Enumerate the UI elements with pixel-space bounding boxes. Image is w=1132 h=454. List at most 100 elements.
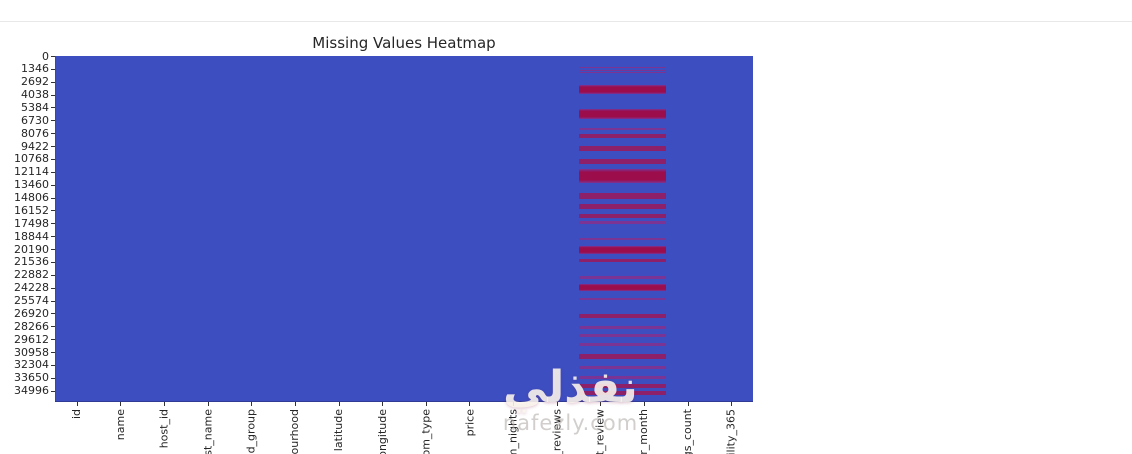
y-tick-mark	[51, 364, 55, 366]
y-tick-mark	[51, 236, 55, 238]
x-axis-column-label-text: minimum_nights	[507, 409, 520, 454]
missing-value-stripe	[578, 326, 666, 329]
missing-value-stripe	[578, 376, 666, 379]
y-axis-tick-label: 20190	[14, 242, 49, 256]
y-tick-mark	[51, 300, 55, 302]
x-tick-mark	[120, 402, 122, 406]
x-tick-mark	[382, 402, 384, 406]
x-tick-mark	[556, 402, 558, 406]
x-tick-mark	[643, 402, 645, 406]
y-axis-tick-label: 9422	[21, 139, 49, 153]
y-axis-tick-label: 4038	[21, 88, 49, 102]
x-axis-column-label-text: number_of_reviews	[550, 409, 563, 454]
y-tick-mark	[51, 146, 55, 148]
chart-title: Missing Values Heatmap	[312, 34, 496, 52]
y-tick-mark	[51, 81, 55, 83]
x-tick-mark	[207, 402, 209, 406]
y-tick-mark	[51, 223, 55, 225]
missing-value-stripe	[578, 127, 666, 130]
x-tick-mark	[600, 402, 602, 406]
missing-value-stripe	[578, 221, 666, 224]
x-tick-mark	[338, 402, 340, 406]
y-axis-tick-label: 13460	[14, 178, 49, 192]
x-axis-column-label-text: neighbourhood_group	[245, 409, 258, 454]
x-tick-mark	[469, 402, 471, 406]
x-tick-mark	[164, 402, 166, 406]
missing-value-stripe	[578, 214, 666, 218]
x-axis-column-label-text: longitude	[375, 409, 389, 454]
missing-value-stripe	[578, 204, 666, 209]
missing-value-stripe	[578, 85, 666, 94]
y-axis-tick-label: 2692	[21, 75, 49, 89]
x-axis-column-label-text: neighbourhood	[288, 409, 302, 454]
x-axis-column-label-text: reviews_per_month	[637, 409, 650, 454]
y-axis-tick-label: 18844	[14, 229, 49, 243]
x-axis-column-label-text: price	[462, 409, 476, 437]
missing-value-stripe	[578, 238, 666, 240]
y-axis-tick-label: 0	[42, 49, 49, 63]
missing-value-stripe	[578, 109, 666, 119]
y-axis-tick-label: 32304	[14, 358, 49, 372]
y-tick-mark	[51, 94, 55, 96]
missing-value-stripe	[578, 334, 666, 337]
y-tick-mark	[51, 274, 55, 276]
missing-value-stripe	[578, 259, 666, 262]
missing-value-stripe	[578, 343, 666, 346]
y-axis-tick-label: 28266	[14, 319, 49, 333]
missing-value-stripe	[578, 354, 666, 359]
y-tick-mark	[51, 249, 55, 251]
x-tick-mark	[731, 402, 733, 406]
y-tick-mark	[51, 56, 55, 57]
y-axis-tick-label: 24228	[14, 281, 49, 295]
y-axis-tick-label: 34996	[14, 384, 49, 398]
missing-value-stripe	[578, 69, 666, 71]
y-tick-mark	[51, 210, 55, 212]
missing-value-stripe	[578, 298, 666, 300]
y-tick-mark	[51, 184, 55, 186]
y-tick-mark	[51, 287, 55, 289]
y-tick-mark	[51, 68, 55, 70]
y-tick-mark	[51, 158, 55, 160]
y-axis-tick-label: 8076	[21, 126, 49, 140]
y-tick-mark	[51, 133, 55, 135]
y-tick-mark	[51, 377, 55, 379]
missing-value-stripe	[578, 146, 666, 151]
missing-value-stripe	[578, 169, 666, 183]
x-axis-column-label-text: last_review	[593, 409, 607, 454]
x-tick-mark	[513, 402, 515, 406]
y-axis-tick-label: 22882	[14, 268, 49, 282]
y-axis-tick-label: 17498	[14, 216, 49, 230]
missing-value-stripe	[578, 134, 666, 138]
x-axis-column-label-text: host_name	[201, 409, 215, 454]
y-axis-tick-label: 12114	[14, 165, 49, 179]
y-tick-mark	[51, 313, 55, 315]
missing-value-stripe	[578, 72, 666, 73]
x-axis-column-label-text: latitude	[332, 409, 346, 452]
missing-value-stripe	[578, 276, 666, 279]
x-axis-column-label-text: name	[113, 409, 127, 441]
missing-value-stripe	[578, 391, 666, 395]
y-axis-tick-label: 14806	[14, 191, 49, 205]
x-axis-column-label-text: host_id	[157, 409, 171, 449]
y-tick-mark	[51, 261, 55, 263]
x-axis-column-label-text: calculated_host_listings_count	[681, 409, 694, 454]
y-tick-mark	[51, 197, 55, 199]
missing-value-stripe	[578, 366, 666, 369]
missing-value-stripe	[578, 67, 666, 68]
x-axis-column-label-text: id	[70, 409, 84, 420]
y-axis-tick-label: 21536	[14, 255, 49, 269]
top-divider-strip	[0, 0, 1132, 22]
x-tick-mark	[425, 402, 427, 406]
y-axis-tick-label: 30958	[14, 345, 49, 359]
y-axis-tick-label: 29612	[14, 332, 49, 346]
missing-value-stripe	[578, 284, 666, 291]
y-axis-tick-label: 6730	[21, 113, 49, 127]
heatmap-plot	[55, 56, 753, 402]
y-tick-mark	[51, 107, 55, 109]
x-tick-mark	[294, 402, 296, 406]
y-tick-mark	[51, 120, 55, 122]
missing-value-stripe	[578, 159, 666, 164]
y-axis-tick-label: 10768	[14, 152, 49, 166]
y-tick-mark	[51, 339, 55, 341]
